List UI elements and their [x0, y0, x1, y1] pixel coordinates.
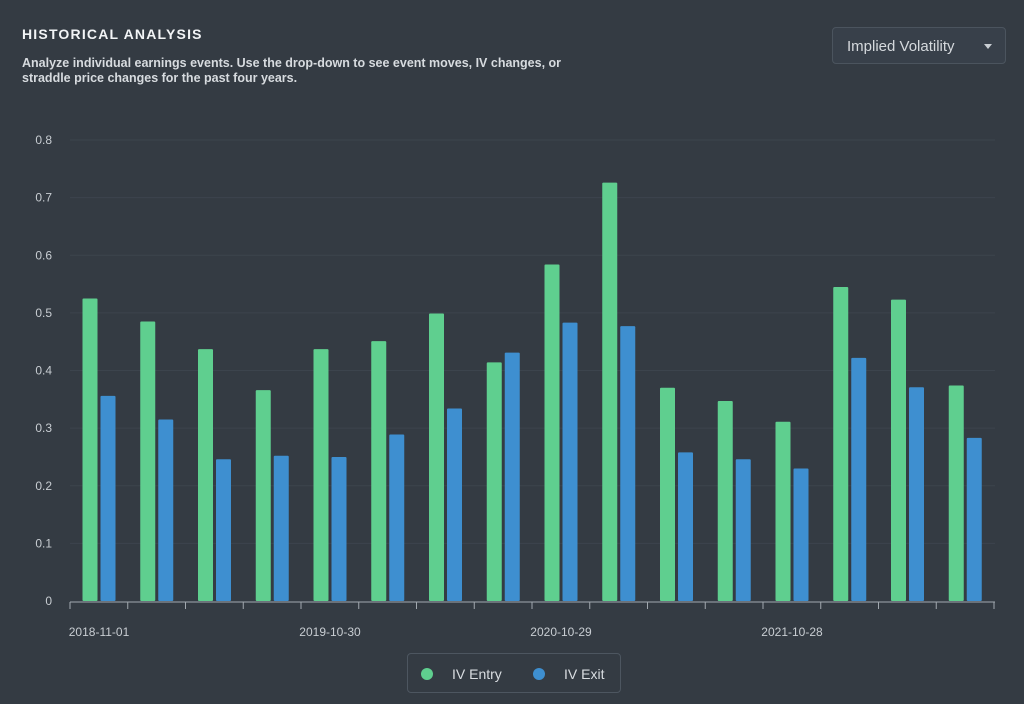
y-tick-label-0: 0 — [45, 594, 52, 608]
bar-iv-exit-3 — [273, 455, 289, 601]
metric-dropdown[interactable]: Implied Volatility — [832, 27, 1006, 64]
legend-label-iv-exit: IV Exit — [564, 666, 605, 682]
y-tick-label-7: 0.7 — [35, 191, 52, 205]
bar-iv-entry-7 — [486, 362, 502, 601]
x-tick-label-3: 2021-10-28 — [761, 625, 823, 639]
bar-iv-exit-11 — [735, 459, 751, 601]
bar-iv-entry-10 — [660, 387, 675, 601]
page-title: HISTORICAL ANALYSIS — [22, 26, 203, 42]
legend-item-iv-entry[interactable]: IV Entry — [421, 666, 502, 682]
y-tick-label-6: 0.6 — [35, 248, 52, 262]
bar-iv-exit-4 — [331, 456, 347, 601]
bar-iv-entry-5 — [371, 341, 387, 601]
bar-iv-exit-15 — [966, 437, 982, 601]
bar-iv-entry-9 — [602, 182, 618, 601]
y-tick-label-2: 0.2 — [35, 479, 52, 493]
y-tick-label-1: 0.1 — [35, 536, 52, 550]
bar-iv-exit-5 — [389, 434, 405, 601]
legend-dot-iv-entry — [421, 668, 433, 680]
bar-iv-exit-1 — [158, 419, 174, 601]
bar-iv-entry-8 — [544, 264, 560, 601]
bar-iv-exit-8 — [562, 322, 578, 601]
page-subtitle: Analyze individual earnings events. Use … — [22, 56, 562, 85]
bar-iv-entry-0 — [82, 298, 98, 601]
bar-iv-entry-6 — [429, 313, 444, 601]
bar-iv-exit-9 — [620, 326, 636, 601]
legend-dot-iv-exit — [533, 668, 545, 680]
y-tick-label-3: 0.3 — [35, 421, 52, 435]
bar-iv-entry-4 — [313, 349, 329, 601]
bar-iv-exit-7 — [504, 352, 520, 601]
metric-dropdown-value: Implied Volatility — [847, 38, 955, 55]
bar-iv-exit-10 — [678, 452, 693, 601]
y-tick-label-8: 0.8 — [35, 133, 52, 147]
bar-iv-exit-13 — [851, 357, 867, 601]
x-tick-label-1: 2019-10-30 — [299, 625, 361, 639]
x-tick-label-0: 2018-11-01 — [69, 625, 130, 639]
y-tick-label-4: 0.4 — [35, 364, 52, 378]
bar-iv-entry-1 — [140, 321, 156, 601]
chart-legend: IV Entry IV Exit — [407, 653, 621, 693]
y-tick-label-5: 0.5 — [35, 306, 52, 320]
bar-iv-exit-0 — [100, 395, 116, 601]
bar-iv-entry-14 — [891, 299, 906, 601]
bar-iv-entry-13 — [833, 286, 849, 601]
bar-iv-exit-2 — [216, 459, 231, 601]
bar-iv-entry-3 — [255, 390, 271, 601]
bar-iv-entry-11 — [717, 401, 733, 601]
legend-item-iv-exit[interactable]: IV Exit — [533, 666, 604, 682]
x-tick-label-2: 2020-10-29 — [530, 625, 592, 639]
bar-iv-entry-15 — [948, 385, 964, 601]
bar-iv-entry-12 — [775, 421, 791, 601]
legend-label-iv-entry: IV Entry — [452, 666, 502, 682]
bar-iv-exit-6 — [447, 408, 462, 601]
bar-iv-exit-12 — [793, 468, 809, 601]
bar-iv-exit-14 — [909, 387, 924, 601]
caret-down-icon — [984, 44, 992, 49]
bar-iv-entry-2 — [198, 349, 213, 601]
